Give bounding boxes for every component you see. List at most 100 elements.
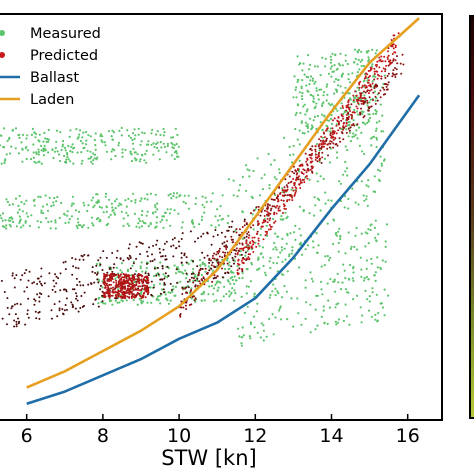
measured-point	[21, 160, 24, 163]
predicted-point	[136, 291, 139, 294]
predicted-point	[387, 50, 389, 53]
measured-point	[316, 251, 319, 254]
predicted-point	[201, 268, 204, 270]
predicted-point	[210, 243, 213, 246]
measured-point	[258, 245, 261, 248]
predicted-point	[94, 272, 97, 274]
measured-point	[339, 182, 342, 185]
predicted-point	[318, 138, 321, 141]
predicted-point	[318, 143, 321, 146]
measured-point	[360, 232, 363, 235]
predicted-point	[314, 145, 317, 148]
predicted-point	[47, 295, 50, 298]
predicted-point	[115, 282, 118, 284]
measured-point	[344, 288, 348, 291]
predicted-point	[384, 70, 387, 73]
measured-point	[97, 297, 100, 300]
measured-point	[133, 128, 136, 131]
measured-point	[306, 123, 309, 126]
predicted-point	[125, 289, 128, 292]
measured-point	[131, 142, 135, 145]
predicted-point	[377, 92, 380, 95]
measured-point	[327, 102, 330, 105]
measured-point	[153, 266, 156, 269]
predicted-point	[305, 175, 308, 177]
measured-point	[362, 64, 365, 68]
measured-point	[20, 226, 23, 229]
measured-point	[368, 101, 371, 104]
measured-point	[138, 226, 141, 229]
measured-point	[67, 221, 70, 224]
measured-point	[290, 297, 293, 300]
measured-point	[20, 141, 23, 144]
measured-point	[70, 204, 73, 207]
measured-point	[166, 299, 169, 302]
predicted-point	[118, 293, 121, 295]
measured-point	[217, 219, 220, 222]
predicted-point	[257, 242, 260, 245]
predicted-point	[216, 275, 219, 278]
predicted-point	[130, 286, 133, 289]
predicted-point	[179, 313, 182, 315]
predicted-point	[80, 295, 83, 297]
predicted-point	[261, 221, 264, 224]
measured-point	[233, 260, 236, 263]
measured-point	[366, 121, 369, 124]
measured-point	[37, 150, 40, 154]
predicted-point	[270, 207, 273, 210]
predicted-point	[309, 148, 312, 151]
measured-point	[156, 208, 159, 211]
predicted-point	[221, 256, 224, 259]
measured-point	[243, 311, 246, 314]
predicted-point	[113, 288, 116, 291]
measured-point	[370, 65, 373, 68]
predicted-point	[282, 203, 285, 206]
measured-point	[76, 217, 79, 220]
measured-point	[17, 134, 20, 137]
measured-point	[199, 264, 202, 267]
measured-point	[132, 299, 135, 302]
predicted-point	[360, 92, 363, 95]
predicted-point	[326, 143, 329, 146]
predicted-point	[263, 209, 266, 212]
measured-point	[330, 75, 333, 78]
predicted-point	[230, 265, 233, 268]
measured-point	[340, 102, 343, 105]
predicted-point	[376, 73, 379, 76]
predicted-point	[367, 79, 370, 82]
predicted-point	[369, 69, 372, 72]
measured-point	[363, 94, 366, 97]
predicted-point	[256, 230, 259, 233]
predicted-point	[102, 295, 105, 298]
predicted-point	[367, 70, 370, 72]
measured-point	[351, 187, 354, 190]
measured-point	[330, 58, 333, 62]
measured-point	[382, 130, 385, 133]
predicted-point	[111, 270, 114, 273]
measured-point	[169, 299, 172, 302]
measured-point	[145, 161, 148, 164]
measured-point	[333, 278, 336, 281]
predicted-point	[386, 56, 389, 59]
predicted-point	[394, 59, 397, 62]
predicted-point	[117, 273, 120, 276]
predicted-point	[292, 178, 295, 180]
measured-point	[64, 160, 68, 163]
measured-point	[214, 283, 217, 286]
predicted-point	[329, 142, 332, 145]
predicted-point	[359, 80, 362, 83]
measured-point	[146, 143, 149, 146]
measured-point	[182, 200, 185, 203]
measured-point	[264, 271, 267, 274]
measured-point	[146, 193, 149, 196]
predicted-point	[228, 226, 231, 228]
measured-point	[94, 132, 97, 135]
measured-point	[64, 149, 67, 152]
predicted-point	[395, 68, 398, 71]
measured-point	[298, 159, 301, 162]
predicted-point	[170, 289, 173, 291]
measured-point	[369, 116, 372, 120]
measured-point	[166, 142, 169, 145]
measured-point	[283, 136, 286, 139]
measured-point	[43, 144, 46, 147]
